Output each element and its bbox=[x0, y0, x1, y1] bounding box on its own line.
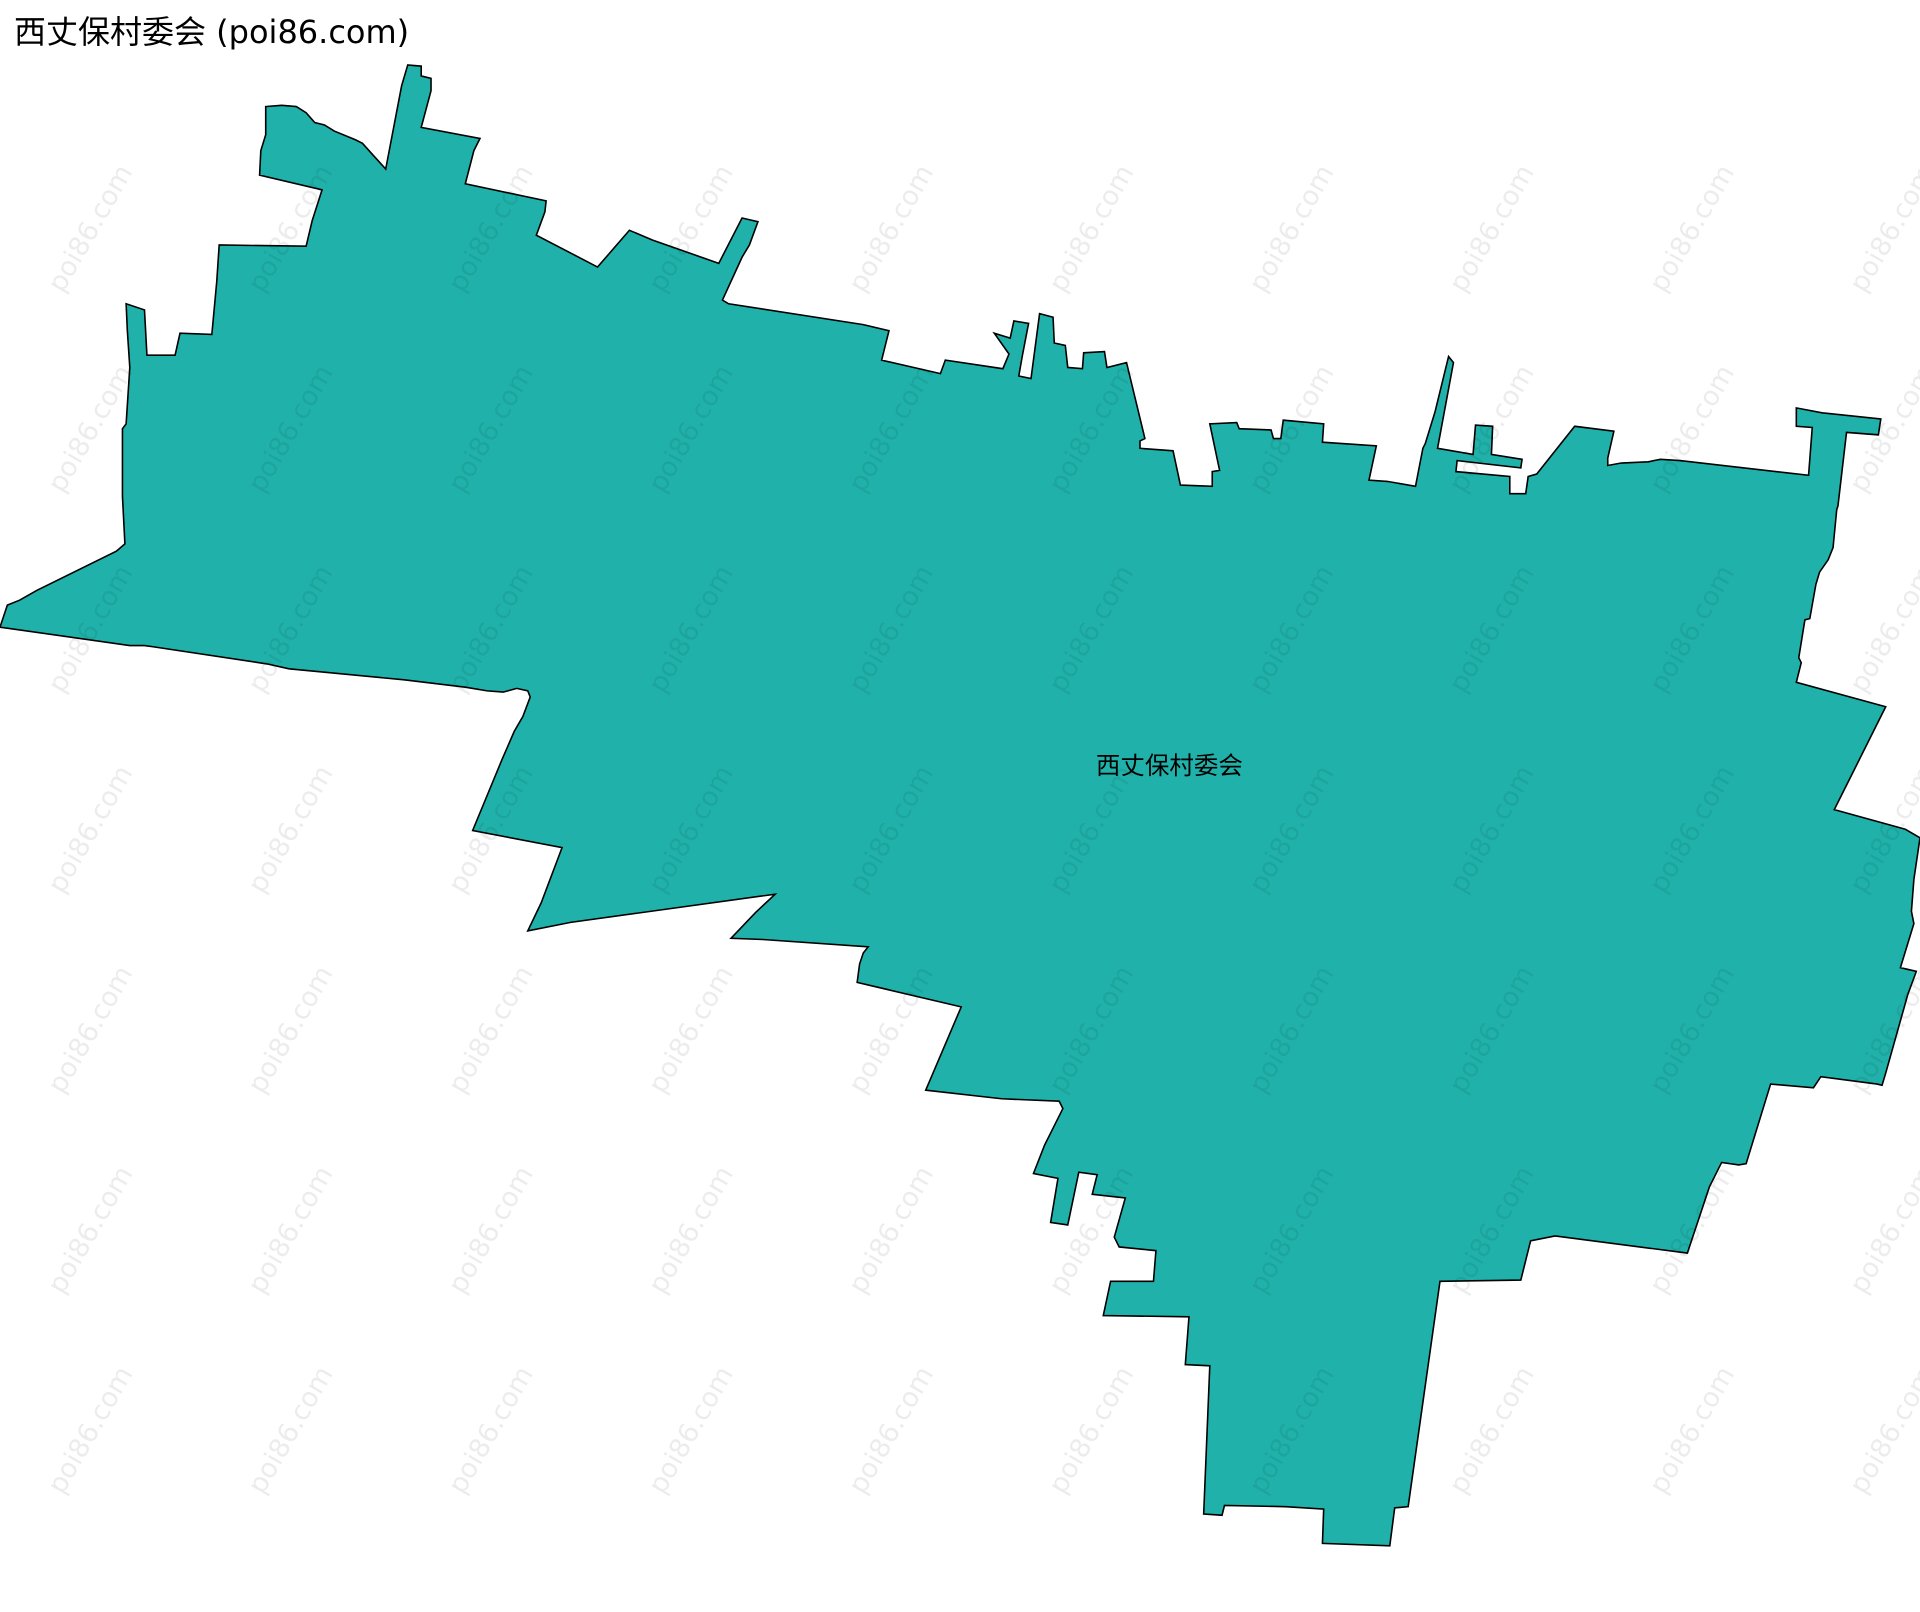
watermark-text: poi86.com bbox=[242, 961, 340, 1099]
watermark-text: poi86.com bbox=[42, 1361, 140, 1499]
watermark-text: poi86.com bbox=[442, 1361, 540, 1499]
watermark-text: poi86.com bbox=[843, 159, 941, 297]
watermark-text: poi86.com bbox=[843, 1161, 941, 1299]
region-label: 西丈保村委会 bbox=[1096, 751, 1243, 780]
watermark-text: poi86.com bbox=[642, 1361, 740, 1499]
map-title: 西丈保村委会 (poi86.com) bbox=[14, 13, 410, 51]
watermark-text: poi86.com bbox=[1443, 1361, 1541, 1499]
watermark-text: poi86.com bbox=[1443, 159, 1541, 297]
watermark-text: poi86.com bbox=[1043, 1361, 1141, 1499]
watermark-text: poi86.com bbox=[1844, 1361, 1920, 1499]
watermark-text: poi86.com bbox=[442, 961, 540, 1099]
watermark-text: poi86.com bbox=[42, 961, 140, 1099]
watermark-text: poi86.com bbox=[242, 1161, 340, 1299]
watermark-text: poi86.com bbox=[1844, 159, 1920, 297]
watermark-text: poi86.com bbox=[1844, 1161, 1920, 1299]
watermark-text: poi86.com bbox=[1043, 159, 1141, 297]
watermark-text: poi86.com bbox=[42, 760, 140, 898]
watermark-text: poi86.com bbox=[242, 760, 340, 898]
watermark-text: poi86.com bbox=[242, 1361, 340, 1499]
watermark-text: poi86.com bbox=[843, 1361, 941, 1499]
watermark-text: poi86.com bbox=[42, 1161, 140, 1299]
village-boundary-region[interactable] bbox=[0, 64, 1920, 1547]
watermark-text: poi86.com bbox=[42, 159, 140, 297]
watermark-text: poi86.com bbox=[442, 1161, 540, 1299]
watermark-text: poi86.com bbox=[1243, 159, 1341, 297]
watermark-text: poi86.com bbox=[642, 1161, 740, 1299]
watermark-text: poi86.com bbox=[1643, 159, 1741, 297]
watermark-text: poi86.com bbox=[642, 961, 740, 1099]
watermark-text: poi86.com bbox=[1844, 560, 1920, 698]
watermark-text: poi86.com bbox=[1643, 1361, 1741, 1499]
